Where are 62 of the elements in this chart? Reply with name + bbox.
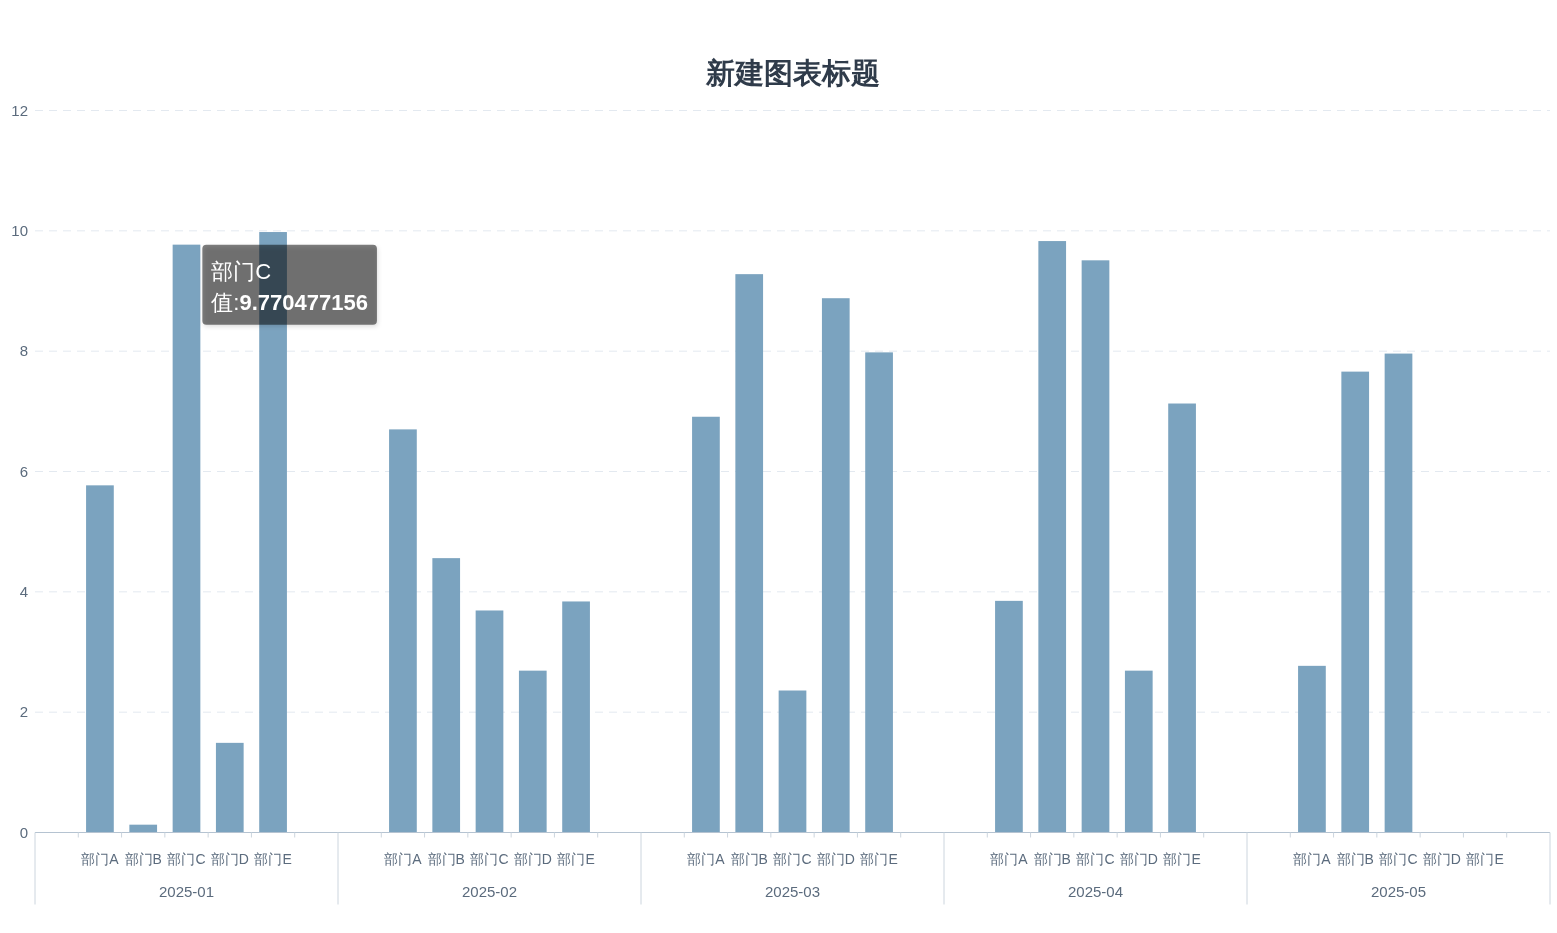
bar [1384, 353, 1413, 833]
bar [821, 298, 850, 833]
text: 部门A [384, 850, 422, 867]
text: 部门B [1336, 850, 1374, 867]
text: 部门B [124, 850, 162, 867]
bar [389, 429, 417, 833]
bar [778, 690, 807, 833]
bar [129, 824, 158, 833]
text: 部门D [210, 850, 249, 867]
series-label: 部门B [730, 850, 768, 867]
x-tick-label: 2025-04 [1067, 882, 1124, 900]
annotation: 部门C 值:9.770477156 [211, 258, 368, 315]
text: 部门B [427, 850, 465, 867]
bar [86, 485, 114, 833]
text: 部门D [1422, 850, 1461, 867]
x-tick-label: 2025-02 [461, 882, 518, 900]
bar [518, 670, 547, 833]
bar [1298, 665, 1326, 833]
text: 部门A [81, 850, 119, 867]
x-tick-label: 2025-01 [158, 882, 215, 900]
text: 部门E [860, 850, 898, 867]
bar [735, 274, 764, 833]
text: 部门A [1293, 850, 1331, 867]
y-tick-label: 6 [19, 462, 28, 480]
x-tick-label: 2025-03 [764, 882, 821, 900]
bar [865, 352, 893, 833]
chart-title: 新建图表标题 [704, 57, 880, 89]
text: 部门E [254, 850, 292, 867]
y-tick-label: 10 [11, 221, 28, 239]
bar [172, 244, 201, 833]
text: 部门C [167, 850, 206, 867]
bar [562, 601, 590, 833]
bar [215, 742, 244, 833]
text: 部门C [470, 850, 509, 867]
series-label: 部门D [513, 850, 552, 867]
text: 部门E [1466, 850, 1504, 867]
bar [432, 558, 461, 833]
tooltip: 部门C 值:9.770477156 [202, 244, 377, 325]
y-tick-label: 8 [19, 342, 28, 360]
y-tick-label: 4 [19, 582, 28, 600]
text: 部门B [1033, 850, 1071, 867]
bar [1038, 241, 1067, 833]
series-label: 部门E [1163, 850, 1201, 867]
series-label: 部门C [773, 850, 812, 867]
bar [995, 600, 1023, 833]
text: 部门C [1379, 850, 1418, 867]
text: 部门E [557, 850, 595, 867]
bar [1341, 371, 1370, 833]
bar [1124, 670, 1153, 833]
text: 部门D [816, 850, 855, 867]
bar [1168, 403, 1196, 833]
bar [475, 610, 504, 833]
y-tick-label: 2 [19, 703, 28, 721]
text: 部门C [1076, 850, 1115, 867]
x-tick-label: 2025-05 [1370, 882, 1427, 900]
text: 部门D [1119, 850, 1158, 867]
text: 部门A [687, 850, 725, 867]
bar [1081, 260, 1110, 833]
bar [692, 416, 720, 833]
series-label: 部门A [990, 850, 1029, 867]
y-tick-label: 12 [11, 101, 28, 119]
y-tick-label: 0 [19, 823, 28, 841]
